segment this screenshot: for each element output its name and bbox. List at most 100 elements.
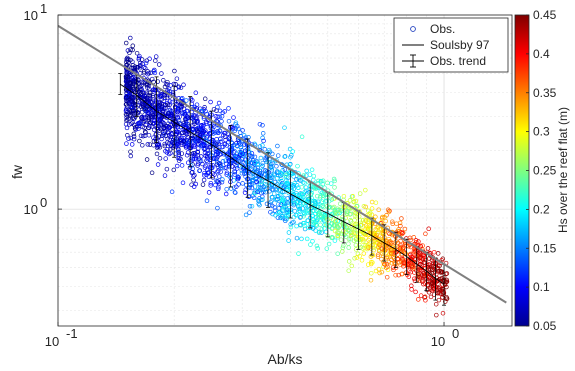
obs-point — [214, 140, 219, 145]
obs-point — [316, 212, 321, 218]
obs-point — [157, 128, 162, 133]
obs-point — [289, 153, 294, 158]
obs-point — [379, 256, 384, 262]
obs-point — [400, 230, 405, 236]
obs-point — [272, 205, 278, 210]
obs-point — [423, 298, 428, 303]
obs-point — [309, 167, 315, 173]
obs-point — [252, 141, 257, 147]
obs-point — [285, 208, 290, 213]
obs-point — [260, 123, 265, 128]
obs-point — [176, 84, 181, 89]
obs-point — [140, 143, 145, 148]
obs-point — [211, 106, 217, 112]
obs-point — [423, 281, 428, 286]
obs-point — [145, 110, 151, 115]
obs-point — [275, 184, 280, 189]
obs-point — [336, 207, 341, 213]
soulsby-line — [58, 24, 507, 304]
obs-point — [233, 120, 239, 125]
obs-point — [142, 102, 147, 108]
obs-point — [354, 255, 360, 260]
obs-point — [292, 208, 297, 214]
obs-point — [276, 201, 281, 207]
obs-point — [124, 112, 129, 118]
obs-point — [375, 244, 381, 250]
obs-point — [320, 204, 325, 209]
plot-frame — [57, 14, 513, 327]
obs-point — [126, 136, 131, 141]
obs-point — [129, 76, 135, 81]
obs-point — [208, 183, 213, 188]
colorbar-tick-label: 0.1 — [533, 280, 550, 294]
obs-point — [221, 150, 226, 156]
obs-point — [161, 105, 167, 111]
obs-point — [241, 164, 247, 170]
obs-point — [254, 179, 260, 185]
obs-point — [243, 135, 248, 140]
obs-point — [156, 134, 162, 139]
obs-point — [406, 274, 412, 279]
obs-point — [141, 105, 147, 111]
obs-point — [161, 78, 166, 83]
legend-trend-label: Obs. trend — [430, 54, 486, 68]
obs-point — [165, 82, 170, 87]
obs-point — [348, 233, 354, 239]
obs-point — [282, 154, 288, 159]
obs-point — [269, 175, 275, 181]
obs-point — [366, 242, 371, 247]
obs-point — [278, 173, 283, 178]
obs-point — [242, 190, 248, 195]
obs-point — [275, 196, 280, 202]
obs-point — [386, 252, 392, 257]
obs-point — [260, 160, 266, 166]
obs-point — [444, 271, 450, 276]
obs-point — [295, 163, 300, 169]
obs-point — [444, 277, 450, 283]
obs-point — [367, 210, 373, 215]
obs-point — [295, 185, 301, 191]
obs-point — [208, 162, 214, 168]
obs-point — [216, 186, 221, 192]
obs-point — [125, 109, 130, 115]
obs-point — [375, 254, 381, 259]
obs-point — [257, 121, 263, 127]
colorbar: 0.05 0.1 0.15 0.2 0.25 0.3 0.35 0.4 0.45 Hs over… — [514, 8, 570, 333]
obs-point — [365, 262, 371, 267]
obs-point — [239, 151, 244, 156]
obs-point — [125, 48, 131, 53]
obs-point — [210, 170, 216, 176]
obs-point — [197, 168, 202, 174]
obs-point — [129, 94, 135, 100]
obs-point — [381, 264, 386, 270]
obs-point — [123, 40, 129, 46]
obs-point — [246, 165, 251, 170]
obs-point — [200, 131, 205, 136]
obs-point — [227, 164, 232, 170]
obs-point — [352, 256, 357, 261]
obs-point — [191, 151, 196, 156]
obs-point — [297, 222, 303, 228]
obs-point — [129, 83, 135, 89]
obs-point — [238, 142, 243, 147]
obs-point — [181, 120, 187, 126]
obs-point — [143, 122, 148, 128]
obs-point — [193, 155, 199, 160]
obs-point — [228, 186, 234, 191]
obs-point — [189, 109, 194, 115]
obs-point — [302, 223, 307, 228]
obs-point — [158, 93, 164, 99]
obs-point — [402, 260, 407, 266]
obs-point — [210, 150, 215, 156]
obs-point — [389, 260, 394, 266]
obs-point — [439, 269, 444, 274]
obs-point — [201, 177, 207, 183]
obs-point — [341, 243, 346, 248]
obs-point — [167, 99, 173, 104]
obs-point — [141, 115, 147, 121]
obs-point — [381, 231, 386, 237]
obs-point — [374, 226, 380, 231]
obs-point — [326, 204, 332, 210]
obs-point — [235, 174, 241, 180]
